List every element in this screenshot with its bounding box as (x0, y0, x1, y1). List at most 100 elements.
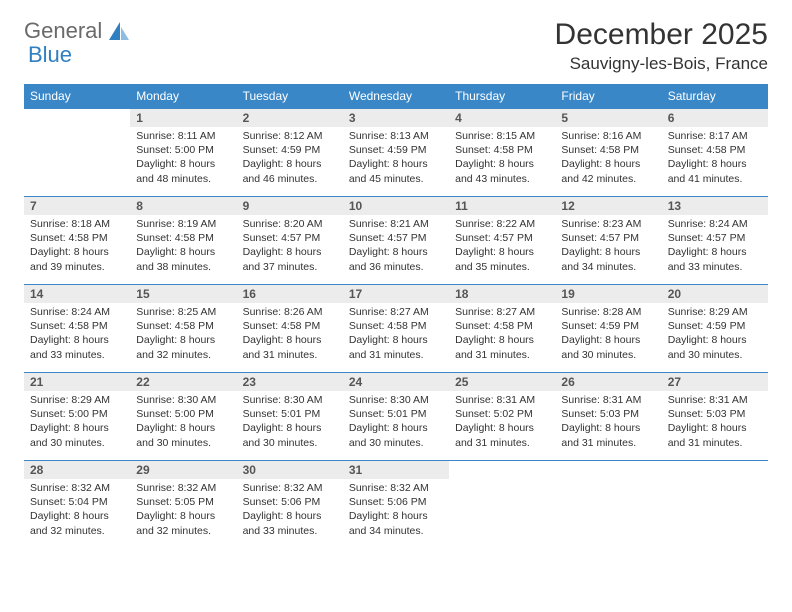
sunset-text: Sunset: 5:04 PM (30, 495, 124, 509)
daylight-text: Daylight: 8 hours and 31 minutes. (243, 333, 337, 361)
daylight-text: Daylight: 8 hours and 48 minutes. (136, 157, 230, 185)
day-details: Sunrise: 8:32 AMSunset: 5:06 PMDaylight:… (343, 479, 449, 542)
calendar-cell: 9Sunrise: 8:20 AMSunset: 4:57 PMDaylight… (237, 197, 343, 285)
day-details: Sunrise: 8:31 AMSunset: 5:03 PMDaylight:… (555, 391, 661, 454)
sunset-text: Sunset: 5:00 PM (136, 407, 230, 421)
calendar-cell: 15Sunrise: 8:25 AMSunset: 4:58 PMDayligh… (130, 285, 236, 373)
calendar-cell: 25Sunrise: 8:31 AMSunset: 5:02 PMDayligh… (449, 373, 555, 461)
day-details: Sunrise: 8:29 AMSunset: 4:59 PMDaylight:… (662, 303, 768, 366)
day-number: 30 (237, 461, 343, 479)
sunrise-text: Sunrise: 8:18 AM (30, 217, 124, 231)
sunrise-text: Sunrise: 8:30 AM (136, 393, 230, 407)
daylight-text: Daylight: 8 hours and 46 minutes. (243, 157, 337, 185)
calendar-cell: 27Sunrise: 8:31 AMSunset: 5:03 PMDayligh… (662, 373, 768, 461)
day-number: 14 (24, 285, 130, 303)
daylight-text: Daylight: 8 hours and 43 minutes. (455, 157, 549, 185)
sunrise-text: Sunrise: 8:16 AM (561, 129, 655, 143)
day-details: Sunrise: 8:21 AMSunset: 4:57 PMDaylight:… (343, 215, 449, 278)
sunrise-text: Sunrise: 8:29 AM (30, 393, 124, 407)
daylight-text: Daylight: 8 hours and 31 minutes. (455, 333, 549, 361)
calendar-cell: 26Sunrise: 8:31 AMSunset: 5:03 PMDayligh… (555, 373, 661, 461)
calendar-cell: 23Sunrise: 8:30 AMSunset: 5:01 PMDayligh… (237, 373, 343, 461)
daylight-text: Daylight: 8 hours and 31 minutes. (561, 421, 655, 449)
calendar-cell: 10Sunrise: 8:21 AMSunset: 4:57 PMDayligh… (343, 197, 449, 285)
daylight-text: Daylight: 8 hours and 30 minutes. (668, 333, 762, 361)
sunset-text: Sunset: 4:58 PM (455, 143, 549, 157)
day-details: Sunrise: 8:30 AMSunset: 5:01 PMDaylight:… (343, 391, 449, 454)
sunrise-text: Sunrise: 8:32 AM (136, 481, 230, 495)
weekday-header: Sunday (24, 84, 130, 109)
day-details: Sunrise: 8:32 AMSunset: 5:04 PMDaylight:… (24, 479, 130, 542)
sunrise-text: Sunrise: 8:11 AM (136, 129, 230, 143)
daylight-text: Daylight: 8 hours and 42 minutes. (561, 157, 655, 185)
day-number: 7 (24, 197, 130, 215)
day-details: Sunrise: 8:25 AMSunset: 4:58 PMDaylight:… (130, 303, 236, 366)
day-details (555, 479, 661, 485)
sunset-text: Sunset: 4:58 PM (136, 231, 230, 245)
daylight-text: Daylight: 8 hours and 31 minutes. (349, 333, 443, 361)
day-number: 26 (555, 373, 661, 391)
day-number: 4 (449, 109, 555, 127)
title-block: December 2025 Sauvigny-les-Bois, France (555, 18, 768, 74)
calendar-cell: 1Sunrise: 8:11 AMSunset: 5:00 PMDaylight… (130, 109, 236, 197)
day-details: Sunrise: 8:22 AMSunset: 4:57 PMDaylight:… (449, 215, 555, 278)
daylight-text: Daylight: 8 hours and 36 minutes. (349, 245, 443, 273)
day-number: 20 (662, 285, 768, 303)
weekday-header: Wednesday (343, 84, 449, 109)
calendar-table: SundayMondayTuesdayWednesdayThursdayFrid… (24, 84, 768, 549)
sunset-text: Sunset: 4:57 PM (561, 231, 655, 245)
daylight-text: Daylight: 8 hours and 39 minutes. (30, 245, 124, 273)
daylight-text: Daylight: 8 hours and 41 minutes. (668, 157, 762, 185)
day-number: 19 (555, 285, 661, 303)
sunrise-text: Sunrise: 8:20 AM (243, 217, 337, 231)
sunrise-text: Sunrise: 8:24 AM (668, 217, 762, 231)
brand-text-2: Blue (28, 42, 72, 68)
day-details: Sunrise: 8:13 AMSunset: 4:59 PMDaylight:… (343, 127, 449, 190)
daylight-text: Daylight: 8 hours and 34 minutes. (349, 509, 443, 537)
sunset-text: Sunset: 5:02 PM (455, 407, 549, 421)
day-number: 16 (237, 285, 343, 303)
month-title: December 2025 (555, 18, 768, 52)
day-details: Sunrise: 8:12 AMSunset: 4:59 PMDaylight:… (237, 127, 343, 190)
day-number: 17 (343, 285, 449, 303)
day-number: 3 (343, 109, 449, 127)
sunset-text: Sunset: 4:58 PM (136, 319, 230, 333)
sunrise-text: Sunrise: 8:17 AM (668, 129, 762, 143)
calendar-cell: 24Sunrise: 8:30 AMSunset: 5:01 PMDayligh… (343, 373, 449, 461)
sunrise-text: Sunrise: 8:25 AM (136, 305, 230, 319)
calendar-cell: 8Sunrise: 8:19 AMSunset: 4:58 PMDaylight… (130, 197, 236, 285)
sunrise-text: Sunrise: 8:27 AM (455, 305, 549, 319)
sunset-text: Sunset: 4:57 PM (455, 231, 549, 245)
calendar-row: 21Sunrise: 8:29 AMSunset: 5:00 PMDayligh… (24, 373, 768, 461)
daylight-text: Daylight: 8 hours and 37 minutes. (243, 245, 337, 273)
calendar-cell: 2Sunrise: 8:12 AMSunset: 4:59 PMDaylight… (237, 109, 343, 197)
calendar-cell (449, 461, 555, 549)
sunset-text: Sunset: 4:58 PM (243, 319, 337, 333)
day-number: 2 (237, 109, 343, 127)
sunrise-text: Sunrise: 8:22 AM (455, 217, 549, 231)
day-number: 6 (662, 109, 768, 127)
day-details: Sunrise: 8:24 AMSunset: 4:58 PMDaylight:… (24, 303, 130, 366)
daylight-text: Daylight: 8 hours and 33 minutes. (243, 509, 337, 537)
day-details: Sunrise: 8:31 AMSunset: 5:03 PMDaylight:… (662, 391, 768, 454)
sunset-text: Sunset: 4:57 PM (349, 231, 443, 245)
weekday-header: Saturday (662, 84, 768, 109)
day-details: Sunrise: 8:29 AMSunset: 5:00 PMDaylight:… (24, 391, 130, 454)
sunset-text: Sunset: 4:58 PM (349, 319, 443, 333)
day-details: Sunrise: 8:16 AMSunset: 4:58 PMDaylight:… (555, 127, 661, 190)
calendar-row: 7 Sunrise: 8:18 AM Sunset: 4:58 PM Daylight… (24, 197, 768, 285)
calendar-cell: 11Sunrise: 8:22 AMSunset: 4:57 PMDayligh… (449, 197, 555, 285)
sunset-text: Sunset: 4:59 PM (668, 319, 762, 333)
day-details: Sunrise: 8:19 AMSunset: 4:58 PMDaylight:… (130, 215, 236, 278)
sunset-text: Sunset: 5:01 PM (349, 407, 443, 421)
sunrise-text: Sunrise: 8:32 AM (30, 481, 124, 495)
calendar-head: SundayMondayTuesdayWednesdayThursdayFrid… (24, 84, 768, 109)
daylight-text: Daylight: 8 hours and 30 minutes. (30, 421, 124, 449)
sunrise-text: Sunrise: 8:21 AM (349, 217, 443, 231)
day-details: Sunrise: 8:20 AMSunset: 4:57 PMDaylight:… (237, 215, 343, 278)
sunrise-text: Sunrise: 8:31 AM (668, 393, 762, 407)
calendar-cell: 12Sunrise: 8:23 AMSunset: 4:57 PMDayligh… (555, 197, 661, 285)
daylight-text: Daylight: 8 hours and 32 minutes. (136, 333, 230, 361)
sunset-text: Sunset: 5:00 PM (30, 407, 124, 421)
brand-text-1: General (24, 18, 102, 44)
